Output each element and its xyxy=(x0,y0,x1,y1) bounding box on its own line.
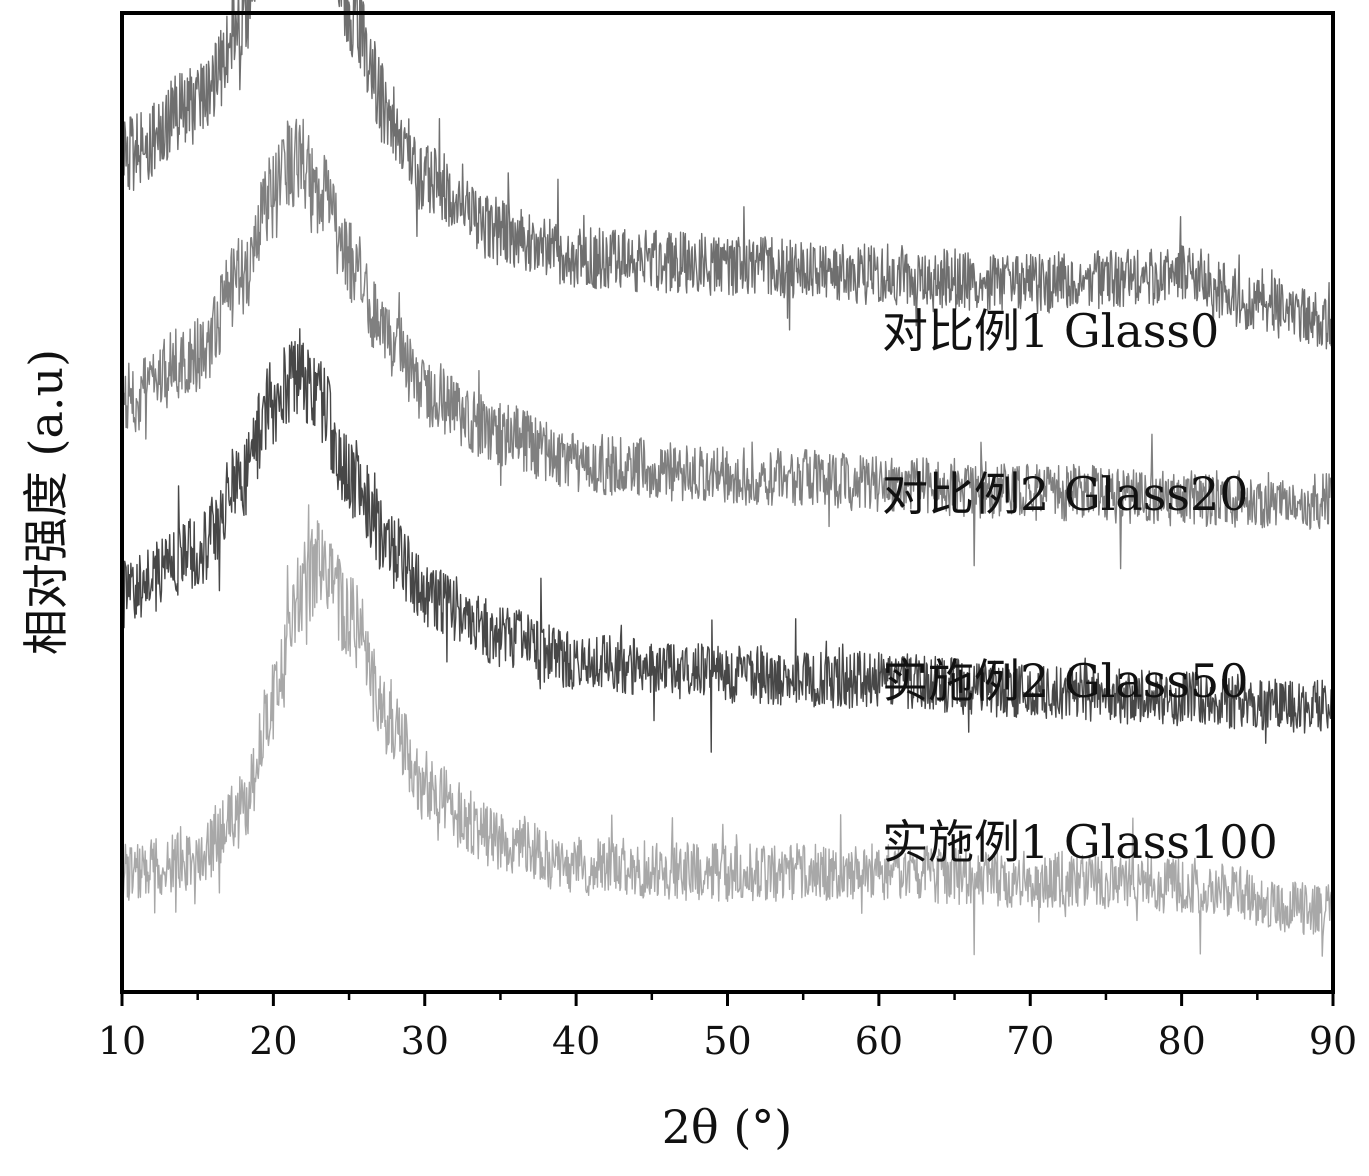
x-tick-label: 30 xyxy=(401,1019,449,1063)
y-axis-title: 相对强度 (a.u) xyxy=(19,349,73,655)
series-line-4 xyxy=(122,505,1332,956)
x-tick-label: 70 xyxy=(1006,1019,1054,1063)
series-label-1: 对比例1 Glass0 xyxy=(882,304,1219,358)
x-tick-label: 10 xyxy=(98,1019,146,1063)
series-labels: 对比例1 Glass0 对比例2 Glass20 实施例2 Glass50 实施例1 … xyxy=(882,304,1278,869)
series-label-3: 实施例2 Glass50 xyxy=(882,654,1249,708)
x-axis-ticks: 10 20 30 40 50 60 70 80 90 xyxy=(98,992,1357,1063)
x-tick-label: 60 xyxy=(855,1019,903,1063)
x-tick-label: 20 xyxy=(249,1019,297,1063)
x-axis-title: 2θ (°) xyxy=(662,1100,792,1154)
x-tick-label: 80 xyxy=(1157,1019,1205,1063)
x-tick-label: 50 xyxy=(703,1019,751,1063)
x-tick-label: 40 xyxy=(552,1019,600,1063)
series-label-4: 实施例1 Glass100 xyxy=(882,815,1278,869)
x-tick-label: 90 xyxy=(1309,1019,1357,1063)
series-label-2: 对比例2 Glass20 xyxy=(882,467,1249,521)
